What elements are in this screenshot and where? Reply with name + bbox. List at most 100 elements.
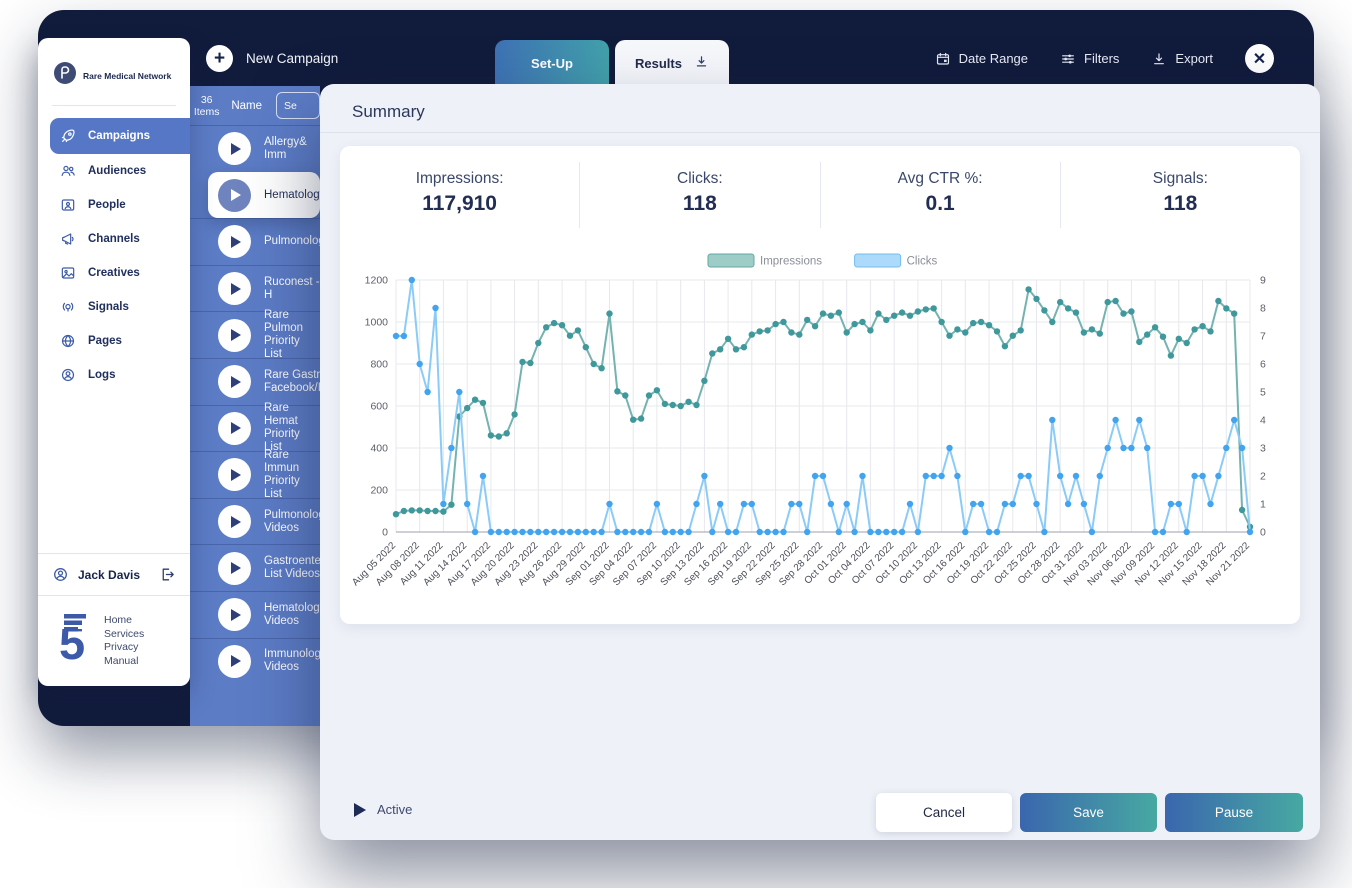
user-row: Jack Davis bbox=[38, 553, 190, 596]
svg-text:5: 5 bbox=[1260, 387, 1266, 399]
play-icon bbox=[231, 468, 241, 481]
sidebar-item-label: Logs bbox=[88, 369, 116, 381]
sidebar-nav: Campaigns Audiences People Channels Creative… bbox=[38, 118, 190, 392]
play-button[interactable] bbox=[218, 225, 251, 259]
filters-button[interactable]: Filters bbox=[1060, 51, 1119, 67]
svg-text:1000: 1000 bbox=[365, 317, 389, 329]
summary-modal: Summary Impressions: 117,910 Clicks: 118… bbox=[320, 84, 1320, 840]
campaign-row[interactable]: Allergy& Imm bbox=[190, 125, 320, 172]
sidebar-item-signals[interactable]: Signals bbox=[38, 290, 190, 324]
sidebar-item-label: Signals bbox=[88, 301, 129, 313]
campaign-row[interactable]: Ruconest - H bbox=[190, 264, 320, 312]
megaphone-icon bbox=[60, 231, 76, 247]
export-button[interactable]: Export bbox=[1151, 51, 1213, 67]
sidebar-item-channels[interactable]: Channels bbox=[38, 222, 190, 256]
list-header: 36 Items Name Se bbox=[190, 86, 320, 125]
footer-link-services[interactable]: Services bbox=[104, 627, 145, 640]
play-button[interactable] bbox=[218, 178, 251, 212]
campaign-row[interactable]: Pulmonolog Videos bbox=[190, 497, 320, 545]
users-icon bbox=[60, 163, 76, 179]
sidebar-footer: 5 Home Services Privacy Manual bbox=[38, 596, 190, 686]
campaign-row[interactable]: Hematology bbox=[208, 171, 320, 219]
campaign-status: Active bbox=[354, 802, 412, 817]
export-icon bbox=[1151, 51, 1167, 67]
globe-icon bbox=[60, 333, 76, 349]
play-icon bbox=[231, 189, 241, 202]
campaign-row[interactable]: Hematology Videos bbox=[190, 590, 320, 638]
plus-icon: + bbox=[206, 45, 233, 72]
brand: Rare Medical Network bbox=[38, 38, 190, 105]
cancel-button[interactable]: Cancel bbox=[876, 793, 1012, 832]
action-label: Filters bbox=[1084, 51, 1120, 66]
campaign-row[interactable]: Rare GastroFacebook/In bbox=[190, 357, 320, 405]
footer-link-privacy[interactable]: Privacy bbox=[104, 641, 139, 653]
stat-clicks: Clicks: 118 bbox=[580, 162, 821, 228]
play-button[interactable] bbox=[218, 132, 251, 166]
brand-logo-icon bbox=[54, 62, 76, 89]
play-button[interactable] bbox=[218, 411, 251, 445]
date-range-button[interactable]: Date Range bbox=[935, 51, 1028, 67]
sidebar-item-campaigns[interactable]: Campaigns bbox=[50, 118, 190, 154]
campaign-name: Hematology bbox=[264, 188, 320, 201]
user-name: Jack Davis bbox=[78, 567, 141, 582]
filters-icon bbox=[1060, 51, 1076, 67]
svg-text:0: 0 bbox=[382, 527, 388, 539]
user-circle-icon bbox=[52, 566, 69, 583]
campaign-name: Pulmonolog Videos bbox=[264, 508, 320, 534]
signal-icon bbox=[60, 299, 76, 315]
sidebar-item-audiences[interactable]: Audiences bbox=[38, 154, 190, 188]
footer-link-home[interactable]: Home bbox=[104, 614, 133, 626]
campaign-name: Rare Immun Priority List bbox=[264, 448, 300, 500]
svg-text:4: 4 bbox=[1260, 415, 1266, 427]
svg-text:Clicks: Clicks bbox=[907, 256, 938, 268]
pause-button[interactable]: Pause bbox=[1165, 793, 1303, 832]
svg-text:3: 3 bbox=[1260, 443, 1266, 455]
stat-avg-ctr: Avg CTR %: 0.1 bbox=[821, 162, 1061, 228]
svg-text:Impressions: Impressions bbox=[760, 256, 822, 268]
play-button[interactable] bbox=[218, 272, 251, 306]
sidebar-item-creatives[interactable]: Creatives bbox=[38, 256, 190, 290]
status-label: Active bbox=[377, 802, 413, 817]
play-button[interactable] bbox=[218, 551, 251, 585]
play-button[interactable] bbox=[218, 644, 251, 678]
divider bbox=[52, 105, 176, 106]
sidebar: Rare Medical Network Campaigns Audiences P… bbox=[38, 38, 190, 686]
campaign-row[interactable]: Rare Pulmon Priority List bbox=[190, 309, 320, 360]
rocket-icon bbox=[60, 128, 76, 144]
footer-link-manual[interactable]: Manual bbox=[104, 654, 139, 667]
campaign-name: Gastroenter List Videos bbox=[264, 555, 320, 581]
sidebar-item-logs[interactable]: Logs bbox=[38, 358, 190, 392]
sidebar-item-label: Campaigns bbox=[88, 130, 150, 142]
campaign-row[interactable]: Rare Hemat Priority List bbox=[190, 402, 320, 453]
play-button[interactable] bbox=[218, 505, 251, 539]
stats-row: Impressions: 117,910 Clicks: 118 Avg CTR… bbox=[340, 162, 1300, 228]
sidebar-item-pages[interactable]: Pages bbox=[38, 324, 190, 358]
campaign-row[interactable]: Gastroenter List Videos bbox=[190, 544, 320, 591]
performance-chart: Impressions Clicks 0 200 400 600 800 1000 1200 0 1… bbox=[350, 250, 1285, 615]
action-label: Date Range bbox=[958, 51, 1029, 66]
campaign-row[interactable]: Pulmonolog bbox=[190, 218, 320, 265]
svg-text:2: 2 bbox=[1260, 471, 1266, 483]
logout-icon[interactable] bbox=[159, 566, 176, 583]
svg-text:9: 9 bbox=[1260, 275, 1266, 287]
sidebar-item-people[interactable]: People bbox=[38, 188, 190, 222]
play-button[interactable] bbox=[218, 598, 251, 632]
close-button[interactable]: ✕ bbox=[1245, 44, 1274, 73]
play-button[interactable] bbox=[218, 318, 251, 352]
svg-text:600: 600 bbox=[370, 401, 388, 413]
tab-results[interactable]: Results bbox=[615, 40, 729, 86]
tab-set-up[interactable]: Set-Up bbox=[495, 40, 609, 86]
close-icon: ✕ bbox=[1252, 50, 1267, 68]
campaign-name: Allergy& Imm bbox=[264, 135, 307, 161]
new-campaign-button[interactable]: + New Campaign bbox=[206, 45, 338, 72]
campaign-row[interactable]: Rare Immun Priority List bbox=[190, 448, 320, 500]
save-button[interactable]: Save bbox=[1020, 793, 1157, 832]
campaign-tabs: Set-Up Results bbox=[495, 40, 729, 86]
play-button[interactable] bbox=[218, 458, 251, 492]
name-column-header: Name bbox=[231, 99, 262, 112]
play-icon bbox=[354, 802, 366, 817]
campaign-row[interactable]: ImmunologyVideos bbox=[190, 637, 320, 685]
search-input[interactable]: Se bbox=[276, 92, 320, 119]
play-button[interactable] bbox=[218, 365, 251, 399]
